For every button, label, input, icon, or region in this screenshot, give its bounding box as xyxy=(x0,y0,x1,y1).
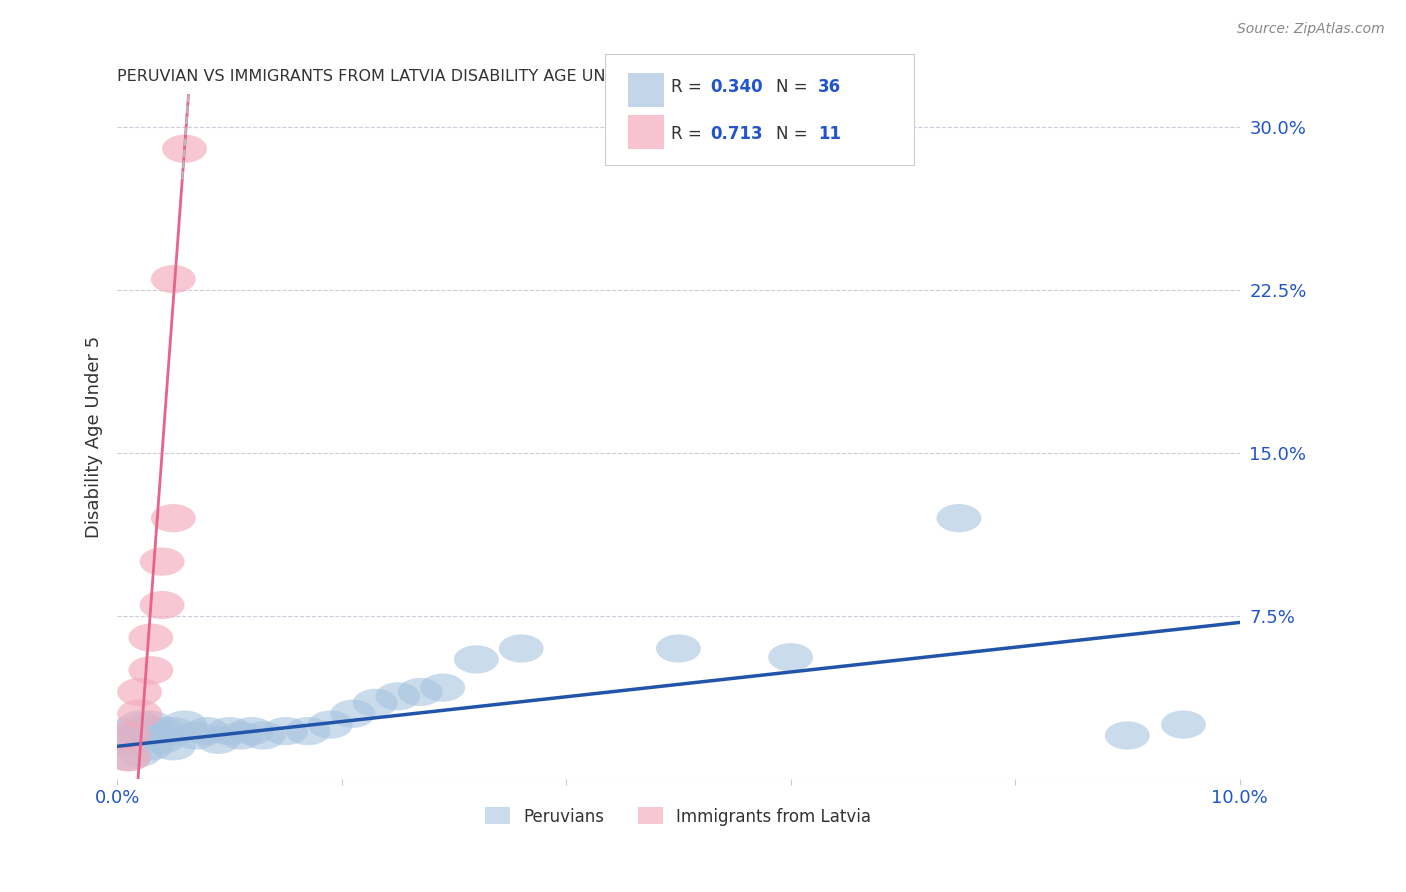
Text: PERUVIAN VS IMMIGRANTS FROM LATVIA DISABILITY AGE UNDER 5 CORRELATION CHART: PERUVIAN VS IMMIGRANTS FROM LATVIA DISAB… xyxy=(117,69,834,84)
Ellipse shape xyxy=(128,624,173,652)
Ellipse shape xyxy=(285,717,330,745)
Ellipse shape xyxy=(499,634,544,663)
Y-axis label: Disability Age Under 5: Disability Age Under 5 xyxy=(86,335,103,538)
Text: N =: N = xyxy=(776,125,818,143)
Ellipse shape xyxy=(184,717,229,745)
Text: 36: 36 xyxy=(818,78,841,95)
Ellipse shape xyxy=(105,743,150,772)
Ellipse shape xyxy=(117,699,162,728)
Ellipse shape xyxy=(218,722,263,749)
Legend: Peruvians, Immigrants from Latvia: Peruvians, Immigrants from Latvia xyxy=(478,801,877,832)
Ellipse shape xyxy=(229,717,274,745)
Ellipse shape xyxy=(139,591,184,619)
Ellipse shape xyxy=(936,504,981,533)
Text: R =: R = xyxy=(671,78,707,95)
Ellipse shape xyxy=(195,726,240,754)
Ellipse shape xyxy=(117,710,162,739)
Text: 0.340: 0.340 xyxy=(710,78,762,95)
Ellipse shape xyxy=(150,265,195,293)
Ellipse shape xyxy=(375,682,420,710)
Ellipse shape xyxy=(1161,710,1206,739)
Ellipse shape xyxy=(207,717,252,745)
Ellipse shape xyxy=(240,722,285,749)
Ellipse shape xyxy=(128,657,173,684)
Ellipse shape xyxy=(150,732,195,761)
Ellipse shape xyxy=(1105,722,1150,749)
Ellipse shape xyxy=(330,699,375,728)
Ellipse shape xyxy=(768,643,813,672)
Ellipse shape xyxy=(105,722,150,749)
Ellipse shape xyxy=(398,678,443,706)
Text: Source: ZipAtlas.com: Source: ZipAtlas.com xyxy=(1237,22,1385,37)
Ellipse shape xyxy=(128,717,173,745)
Ellipse shape xyxy=(128,710,173,739)
Ellipse shape xyxy=(139,717,184,745)
Ellipse shape xyxy=(420,673,465,702)
Ellipse shape xyxy=(139,726,184,754)
Ellipse shape xyxy=(162,135,207,163)
Ellipse shape xyxy=(162,710,207,739)
Ellipse shape xyxy=(454,645,499,673)
Ellipse shape xyxy=(353,689,398,717)
Ellipse shape xyxy=(105,726,150,754)
Ellipse shape xyxy=(173,722,218,749)
Ellipse shape xyxy=(263,717,308,745)
Ellipse shape xyxy=(150,504,195,533)
Ellipse shape xyxy=(128,732,173,761)
Ellipse shape xyxy=(105,743,150,772)
Ellipse shape xyxy=(139,548,184,575)
Text: N =: N = xyxy=(776,78,813,95)
Text: 0.713: 0.713 xyxy=(710,125,762,143)
Text: R =: R = xyxy=(671,125,711,143)
Text: 11: 11 xyxy=(818,125,841,143)
Ellipse shape xyxy=(308,710,353,739)
Ellipse shape xyxy=(105,717,150,745)
Ellipse shape xyxy=(117,739,162,767)
Ellipse shape xyxy=(117,722,162,749)
Ellipse shape xyxy=(117,678,162,706)
Ellipse shape xyxy=(150,717,195,745)
Ellipse shape xyxy=(657,634,700,663)
